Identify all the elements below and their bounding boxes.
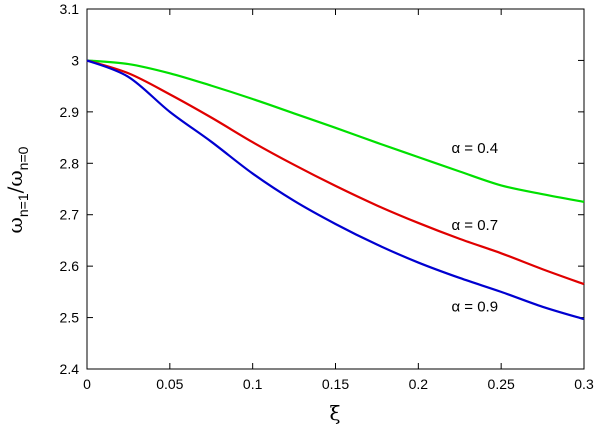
y-tick-label: 2.6: [60, 258, 80, 274]
x-tick-label: 0.2: [409, 376, 429, 392]
x-tick-label: 0.25: [488, 376, 515, 392]
series-label-2: α = 0.7: [451, 217, 498, 234]
x-tick-label: 0.1: [243, 376, 263, 392]
y-tick-label: 2.8: [60, 155, 80, 171]
y-label-omega-1: ω: [3, 217, 27, 233]
y-label-omega-0: ω: [3, 170, 27, 186]
y-tick-label: 2.4: [60, 361, 80, 377]
x-tick-label: 0.3: [574, 376, 594, 392]
x-tick-label: 0.05: [156, 376, 183, 392]
y-tick-label: 2.7: [60, 207, 80, 223]
series-label-1: α = 0.4: [451, 140, 498, 157]
y-tick-label: 2.5: [60, 310, 80, 326]
annotations: α = 0.4 α = 0.7 α = 0.9: [451, 140, 498, 315]
series-label-3: α = 0.9: [451, 298, 498, 315]
y-label-sub-0: n=0: [15, 146, 31, 170]
x-tick-label: 0: [83, 376, 91, 392]
y-tick-label: 2.9: [60, 104, 80, 120]
series-line-1: [86, 59, 585, 203]
axis-ticks: 0 0.05 0.1 0.15 0.2 0.25 0.3 2.4 2.5 2.6 2.7 2.8 2.9…: [60, 1, 594, 392]
x-axis-label: ξ: [329, 401, 340, 425]
series-layer: [86, 59, 585, 321]
y-tick-label: 3: [71, 52, 79, 68]
plot-frame: [86, 8, 585, 370]
y-label-slash: /: [3, 186, 27, 193]
y-tick-label: 3.1: [60, 1, 80, 17]
y-axis-label: ωn=1/ωn=0: [3, 146, 31, 233]
series-line-3: [86, 59, 585, 321]
x-tick-label: 0.15: [322, 376, 349, 392]
series-line-2: [86, 59, 585, 286]
y-label-sub-1: n=1: [15, 193, 31, 217]
